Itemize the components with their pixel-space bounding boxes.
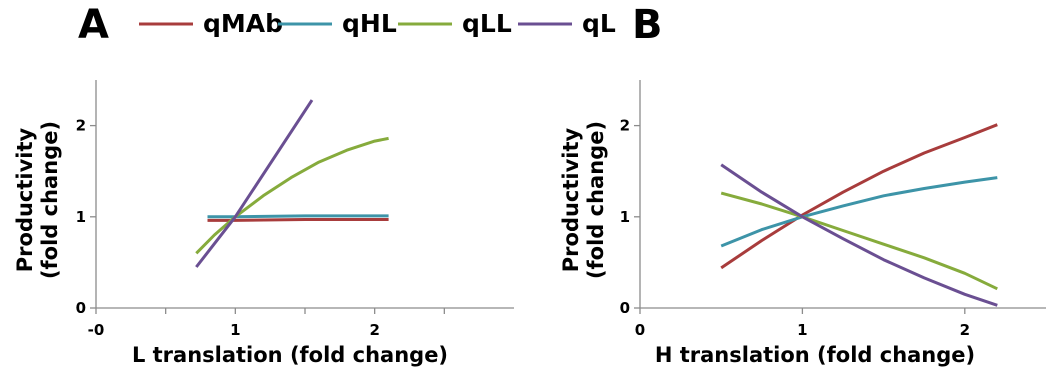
y-tick-label-a: 2 xyxy=(76,117,86,135)
x-axis-title-a: L translation (fold change) xyxy=(132,343,448,367)
y-axis-title-a-line2: (fold change) xyxy=(38,121,62,279)
y-tick-label-a: 0 xyxy=(76,299,86,317)
ticks-a: 0 1 2 -0 1 2 xyxy=(76,117,445,339)
series-line-qmab-a xyxy=(207,218,389,222)
series-line-qmab-b xyxy=(720,123,998,270)
y-axis-title-b-line1: Productivity xyxy=(559,127,583,272)
panel-letter-a: A xyxy=(78,2,109,48)
legend: qMAb qHL qLL qL xyxy=(139,9,616,38)
x-tick-label-a: -0 xyxy=(88,321,105,339)
panel-letter-b: B xyxy=(632,2,663,48)
y-axis-title-a-line1: Productivity xyxy=(13,127,37,272)
series-line-ql-b xyxy=(720,163,998,307)
y-axis-title-b-line2: (fold change) xyxy=(584,121,608,279)
series-line-qhl-a xyxy=(207,214,389,219)
y-tick-label-b: 0 xyxy=(620,299,630,317)
chart-panel-b: 0 1 2 0 1 2 H translation (fold change) Produ… xyxy=(559,80,1046,367)
series-b xyxy=(720,123,998,307)
legend-label-ql: qL xyxy=(582,9,616,38)
x-axis-title-b: H translation (fold change) xyxy=(655,343,975,367)
y-tick-label-b: 1 xyxy=(620,208,630,226)
legend-label-qhl: qHL xyxy=(342,9,397,38)
y-tick-label-b: 2 xyxy=(620,117,630,135)
y-tick-label-a: 1 xyxy=(76,208,86,226)
x-tick-label-b: 1 xyxy=(797,321,807,339)
series-line-ql-a xyxy=(195,99,314,268)
legend-label-qll: qLL xyxy=(462,9,512,38)
x-tick-label-b: 0 xyxy=(635,321,645,339)
x-tick-label-a: 2 xyxy=(369,321,379,339)
series-line-qll-a xyxy=(195,136,389,255)
series-line-qhl-b xyxy=(720,176,998,248)
ticks-b: 0 1 2 0 1 2 xyxy=(620,117,970,339)
chart-panel-a: 0 1 2 -0 1 2 L translation (fold change) Prod… xyxy=(13,80,514,367)
series-a xyxy=(195,99,389,268)
legend-label-qmab: qMAb xyxy=(203,9,283,38)
x-tick-label-a: 1 xyxy=(230,321,240,339)
x-tick-label-b: 2 xyxy=(960,321,970,339)
series-line-qll-b xyxy=(720,191,998,291)
